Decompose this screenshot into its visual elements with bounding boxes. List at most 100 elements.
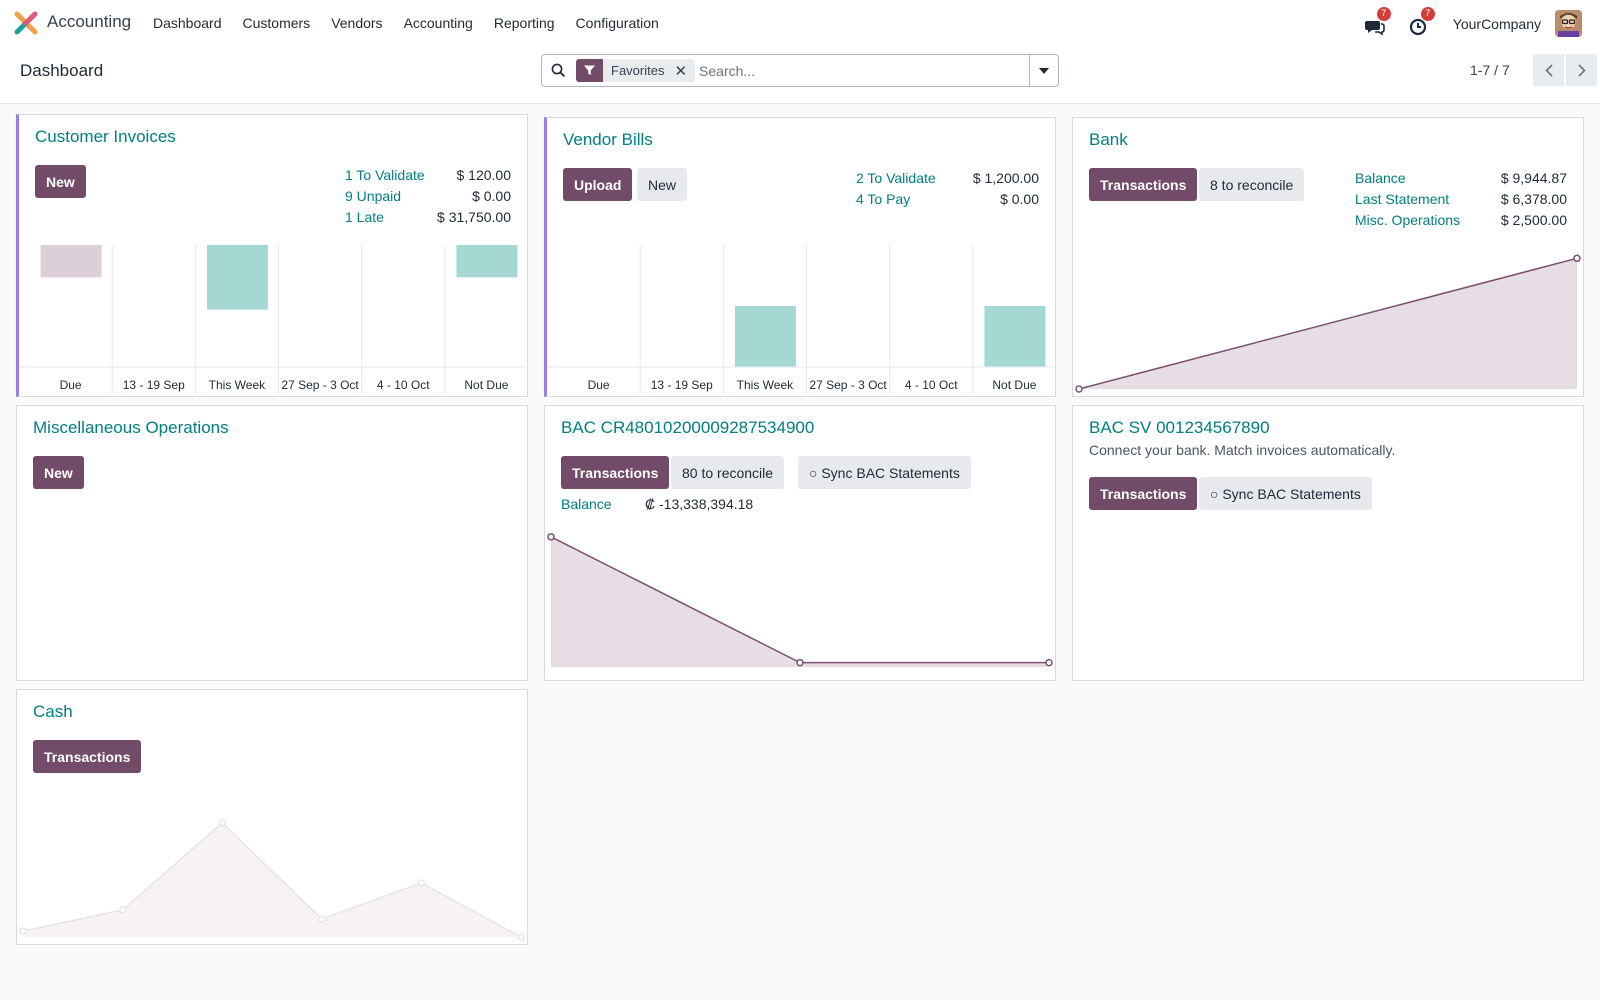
new-misc-entry-button[interactable]: New [33,456,84,489]
bac-cr-card: BAC CR48010200009287534900 Transactions … [544,405,1056,681]
to-pay-link[interactable]: 4 To Pay [856,191,911,207]
chart-tick-label: 4 - 10 Oct [377,378,430,392]
company-switcher[interactable]: YourCompany [1452,15,1541,32]
caret-down-icon [1039,67,1049,74]
menu-accounting[interactable]: Accounting [403,15,473,31]
menu-dashboard[interactable]: Dashboard [153,15,222,31]
chart-tick-label: 4 - 10 Oct [905,378,958,392]
chart-point[interactable] [318,915,326,923]
new-invoice-button[interactable]: New [35,165,86,198]
clock-icon [1409,18,1426,35]
facet-label: Favorites [611,63,665,78]
pager-previous-button[interactable] [1533,54,1564,86]
customer-invoices-card: Customer Invoices New 1 To Validate $ 12… [16,114,528,397]
bac-cr-transactions-button[interactable]: Transactions [561,456,670,489]
card-title[interactable]: Bank [1089,130,1128,149]
chart-point[interactable] [1075,385,1083,393]
main-menu: Dashboard Customers Vendors Accounting R… [153,15,680,31]
messages-badge: 7 [1376,6,1391,21]
vendor-bills-card: Vendor Bills Upload New 2 To Validate $ … [544,117,1056,397]
card-title[interactable]: Customer Invoices [35,127,176,146]
card-title[interactable]: BAC SV 001234567890 [1089,418,1270,437]
pager-value: 1-7 / 7 [1470,62,1510,78]
activities-button[interactable]: 7 [1409,6,1435,35]
chart-point[interactable] [417,879,426,887]
bank-reconcile-button[interactable]: 8 to reconcile [1199,168,1305,201]
search-options-toggle[interactable] [1029,55,1058,86]
last-statement-amount: $ 6,378.00 [1500,191,1567,207]
user-avatar[interactable] [1555,10,1582,37]
bac-sv-card: BAC SV 001234567890 Connect your bank. M… [1072,405,1584,681]
menu-vendors[interactable]: Vendors [331,15,383,31]
chart-point[interactable] [118,906,127,914]
cash-transactions-button[interactable]: Transactions [33,740,142,773]
bac-cr-sync-button[interactable]: ○ Sync BAC Statements [798,456,971,489]
balance-amount: ₡ -13,338,394.18 [645,496,754,512]
card-title[interactable]: Cash [33,702,73,721]
chart-point[interactable] [218,819,226,827]
chart-point[interactable] [796,658,804,667]
cash-sample-line-chart[interactable] [17,790,527,945]
breadcrumb: Dashboard [20,61,104,80]
bank-balance-line-chart[interactable] [1073,243,1583,397]
chart-bar[interactable] [984,306,1046,367]
to-validate-link[interactable]: 2 To Validate [856,170,936,186]
chart-point[interactable] [1045,658,1053,667]
chart-point[interactable] [547,533,555,541]
search-facet-favorites[interactable]: Favorites ✕ [576,59,696,82]
new-bill-button[interactable]: New [637,168,688,201]
misc-operations-link[interactable]: Misc. Operations [1355,212,1461,228]
card-title[interactable]: Vendor Bills [563,130,653,149]
filter-icon [576,59,603,82]
bac-cr-balance-line-chart[interactable] [545,526,1055,681]
bank-connect-description: Connect your bank. Match invoices automa… [1089,442,1396,458]
vendor-bills-bar-chart[interactable]: Due 13 - 19 Sep This Week 27 Sep - 3 Oct 4 -… [547,245,1056,397]
chart-bar[interactable] [40,245,102,278]
balance-link[interactable]: Balance [561,496,612,512]
chart-series-line [1078,257,1578,390]
unpaid-link[interactable]: 9 Unpaid [345,188,402,204]
bac-cr-reconcile-button[interactable]: 80 to reconcile [671,456,785,489]
chart-point[interactable] [517,933,525,941]
chart-tick-label: 27 Sep - 3 Oct [281,378,359,392]
upload-bill-button[interactable]: Upload [563,168,633,201]
messages-button[interactable]: 7 [1364,6,1391,35]
search-icon[interactable] [542,55,574,86]
chart-point[interactable] [19,927,27,935]
card-title[interactable]: BAC CR48010200009287534900 [561,418,815,437]
avatar-icon [1555,10,1582,37]
customer-invoices-bar-chart[interactable]: Due 13 - 19 Sep This Week 27 Sep - 3 Oct 4 -… [19,245,528,397]
bac-sv-sync-button[interactable]: ○ Sync BAC Statements [1199,477,1372,510]
search-input[interactable] [699,56,1020,85]
chart-tick-label: Due [60,378,82,392]
chart-bar[interactable] [456,245,518,278]
misc-operations-amount: $ 2,500.00 [1500,212,1567,228]
last-statement-link[interactable]: Last Statement [1355,191,1450,207]
app-name[interactable]: Accounting [47,12,132,31]
menu-reporting[interactable]: Reporting [493,15,555,31]
pager-next-button[interactable] [1566,54,1597,86]
search-bar[interactable]: Favorites ✕ [541,54,1059,87]
control-panel: Dashboard Favorites ✕ 1-7 / 7 [0,46,1600,104]
chart-tick-label: This Week [737,378,794,392]
bac-sv-transactions-button[interactable]: Transactions [1089,477,1198,510]
card-title[interactable]: Miscellaneous Operations [33,418,229,437]
accounting-app-icon[interactable] [14,11,38,35]
bank-transactions-button[interactable]: Transactions [1089,168,1198,201]
chart-tick-label: 13 - 19 Sep [651,378,713,392]
chart-bar[interactable] [734,306,796,367]
chart-bar[interactable] [206,245,268,310]
to-validate-link[interactable]: 1 To Validate [345,167,425,183]
chart-tick-label: Not Due [464,378,508,392]
systray: 7 7 YourCompany [1364,6,1582,37]
chart-point[interactable] [1573,254,1581,263]
menu-customers[interactable]: Customers [242,15,311,31]
chart-area [551,536,1049,667]
to-validate-amount: $ 1,200.00 [972,170,1039,186]
balance-link[interactable]: Balance [1355,170,1406,186]
menu-configuration[interactable]: Configuration [575,15,659,31]
late-link[interactable]: 1 Late [345,209,384,225]
balance-amount: $ 9,944.87 [1500,170,1567,186]
close-icon[interactable]: ✕ [674,62,688,80]
chart-tick-label: This Week [209,378,266,392]
